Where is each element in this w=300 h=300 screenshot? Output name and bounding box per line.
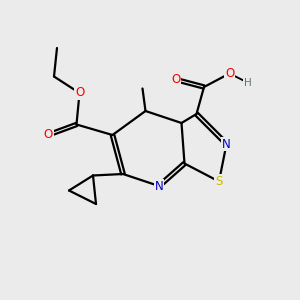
- Text: N: N: [154, 179, 164, 193]
- Text: N: N: [222, 137, 231, 151]
- Text: O: O: [225, 67, 234, 80]
- Text: O: O: [171, 73, 180, 86]
- Text: H: H: [244, 77, 251, 88]
- Text: O: O: [75, 86, 84, 100]
- Text: O: O: [44, 128, 52, 142]
- Text: S: S: [215, 175, 223, 188]
